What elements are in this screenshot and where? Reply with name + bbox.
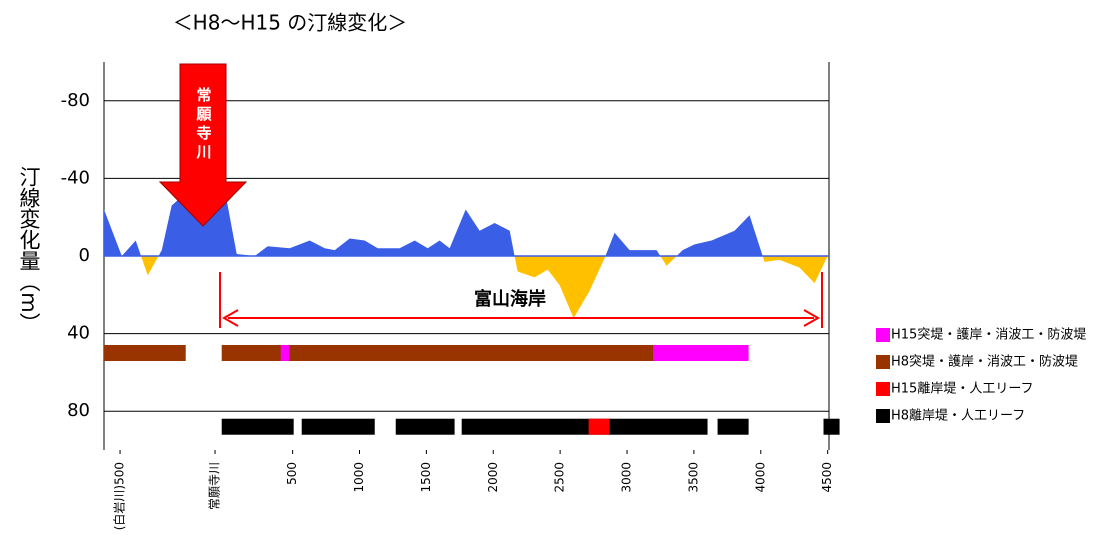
- structure-bar: [717, 418, 749, 435]
- area: [104, 190, 828, 319]
- legend-label: H15離岸堤・人工リーフ: [891, 382, 1034, 397]
- y-tick-label: 40: [67, 323, 90, 344]
- legend-swatch: [876, 409, 890, 423]
- legend-label: H8離岸堤・人工リーフ: [891, 409, 1025, 424]
- x-tick-label: 4500: [820, 462, 834, 493]
- river-label: 常願寺川: [195, 86, 213, 163]
- legend-swatch: [876, 355, 890, 369]
- y-tick-label: -80: [61, 90, 90, 111]
- legend-swatch: [876, 328, 890, 342]
- structure-bar: [823, 418, 840, 435]
- x-tick-label: 3000: [620, 462, 634, 493]
- x-tick-label: 1500: [419, 462, 433, 493]
- chart-title: ＜H8～H15 の汀線変化＞: [173, 11, 408, 35]
- structure-bar: [653, 345, 749, 361]
- river-arrow: [158, 63, 248, 227]
- plot-area: -80 -40 0 40 80 (白岩川)500 常願寺川 500 1000 1500 2000 25…: [61, 62, 1086, 530]
- coast-arrow-head: [221, 309, 239, 327]
- structure-bar: [221, 345, 654, 361]
- legend-swatch: [876, 382, 890, 396]
- x-tick-label: 2500: [553, 462, 567, 493]
- y-axis-label: 汀線変化量（m）: [17, 166, 41, 333]
- x-tick-label: 1000: [352, 462, 366, 493]
- legend-label: H15突堤・護岸・消波工・防波堤: [891, 327, 1086, 343]
- structure-bar: [104, 345, 186, 361]
- y-tick-label: -40: [61, 167, 90, 188]
- coast-arrow-head: [803, 309, 821, 327]
- coast-label: 富山海岸: [474, 288, 546, 310]
- x-tick-label: 2000: [486, 462, 500, 493]
- structure-bar: [395, 418, 455, 435]
- x-tick-label: 4000: [753, 462, 767, 493]
- x-tick-label: 常願寺川: [208, 462, 222, 510]
- annotations: 常願寺川 富山海岸: [158, 63, 823, 328]
- y-tick-label: 0: [79, 245, 90, 266]
- structure-bar: [280, 345, 290, 361]
- structure-bar: [301, 418, 375, 435]
- structure-bar: [221, 418, 294, 435]
- x-tick-label: 3500: [686, 462, 700, 493]
- y-tick-label: 80: [67, 400, 90, 421]
- structure-bar: [461, 418, 708, 435]
- x-tick-label: (白岩川)500: [112, 462, 127, 530]
- legend-label: H8突堤・護岸・消波工・防波堤: [891, 354, 1078, 370]
- structure-bar: [588, 418, 610, 435]
- x-tick-label: 500: [285, 462, 299, 485]
